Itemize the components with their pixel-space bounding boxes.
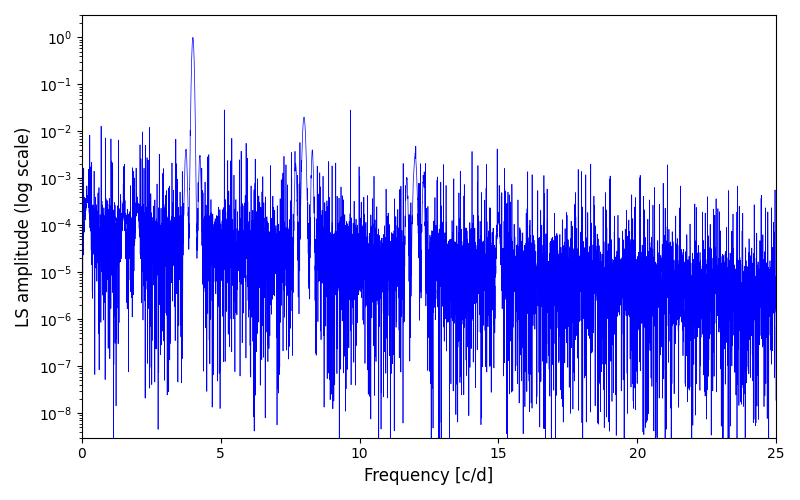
Y-axis label: LS amplitude (log scale): LS amplitude (log scale) [15,126,33,326]
X-axis label: Frequency [c/d]: Frequency [c/d] [364,467,494,485]
